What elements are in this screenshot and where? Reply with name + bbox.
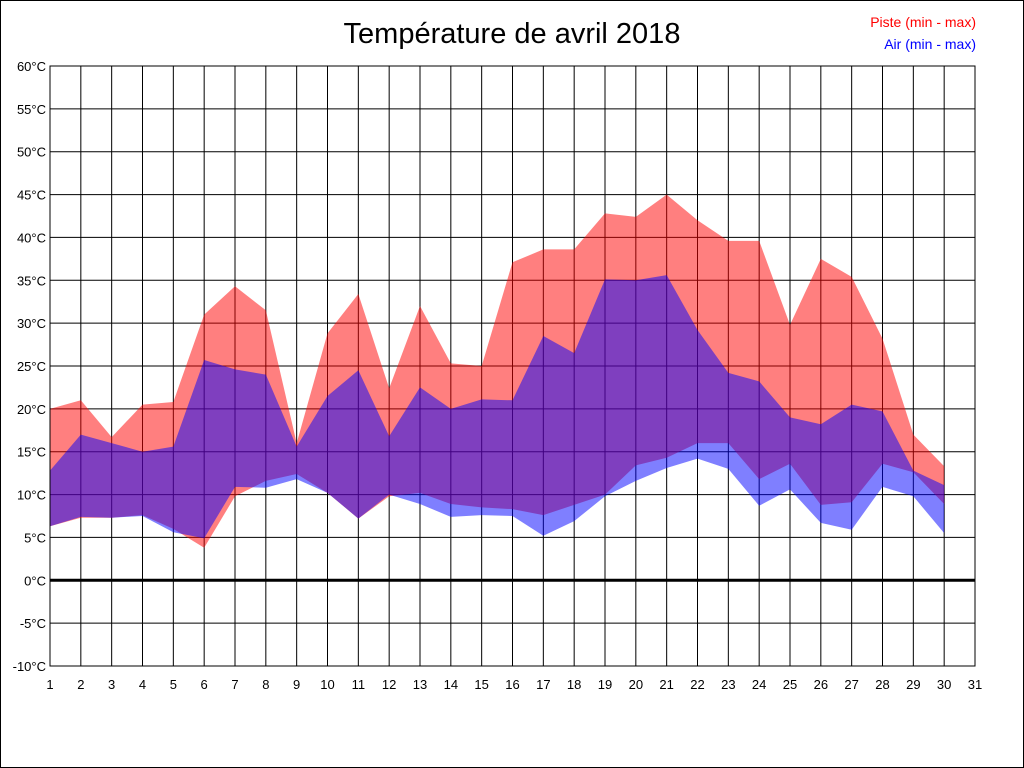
x-tick-label: 12 [382, 677, 396, 692]
x-tick-label: 31 [968, 677, 982, 692]
x-tick-label: 23 [721, 677, 735, 692]
y-tick-label: 35°C [17, 273, 46, 288]
x-tick-label: 22 [690, 677, 704, 692]
y-tick-label: -5°C [20, 616, 46, 631]
y-tick-label: 30°C [17, 316, 46, 331]
x-tick-label: 9 [293, 677, 300, 692]
y-tick-label: 10°C [17, 488, 46, 503]
x-tick-label: 30 [937, 677, 951, 692]
x-tick-label: 13 [413, 677, 427, 692]
y-tick-label: 20°C [17, 402, 46, 417]
x-tick-label: 26 [814, 677, 828, 692]
x-tick-label: 4 [139, 677, 146, 692]
x-tick-label: 27 [844, 677, 858, 692]
legend-air: Air (min - max) [884, 36, 976, 52]
x-tick-label: 8 [262, 677, 269, 692]
x-tick-label: 15 [474, 677, 488, 692]
chart-title: Température de avril 2018 [343, 18, 681, 50]
x-tick-label: 7 [231, 677, 238, 692]
y-tick-label: 25°C [17, 359, 46, 374]
plot-border [49, 65, 976, 667]
x-tick-label: 25 [783, 677, 797, 692]
y-tick-label: 45°C [17, 188, 46, 203]
band-air [50, 275, 945, 539]
y-tick-label: 15°C [17, 445, 46, 460]
x-tick-label: 6 [201, 677, 208, 692]
x-tick-label: 21 [659, 677, 673, 692]
x-tick-label: 18 [567, 677, 581, 692]
y-tick-label: -10°C [13, 659, 46, 674]
y-tick-label: 0°C [24, 573, 46, 588]
x-tick-label: 24 [752, 677, 766, 692]
y-tick-label: 55°C [17, 102, 46, 117]
x-tick-label: 14 [444, 677, 458, 692]
y-tick-label: 60°C [17, 59, 46, 74]
x-tick-label: 3 [108, 677, 115, 692]
x-tick-label: 16 [505, 677, 519, 692]
y-tick-label: 40°C [17, 230, 46, 245]
x-tick-label: 5 [170, 677, 177, 692]
x-tick-label: 11 [352, 677, 366, 692]
x-tick-label: 20 [629, 677, 643, 692]
x-tick-label: 17 [536, 677, 550, 692]
x-tick-label: 10 [320, 677, 334, 692]
y-tick-label: 50°C [17, 145, 46, 160]
x-tick-label: 1 [46, 677, 53, 692]
y-tick-label: 5°C [24, 530, 46, 545]
x-tick-label: 28 [875, 677, 889, 692]
x-tick-label: 29 [906, 677, 920, 692]
legend-piste: Piste (min - max) [870, 14, 976, 30]
x-tick-label: 19 [598, 677, 612, 692]
x-tick-label: 2 [77, 677, 84, 692]
